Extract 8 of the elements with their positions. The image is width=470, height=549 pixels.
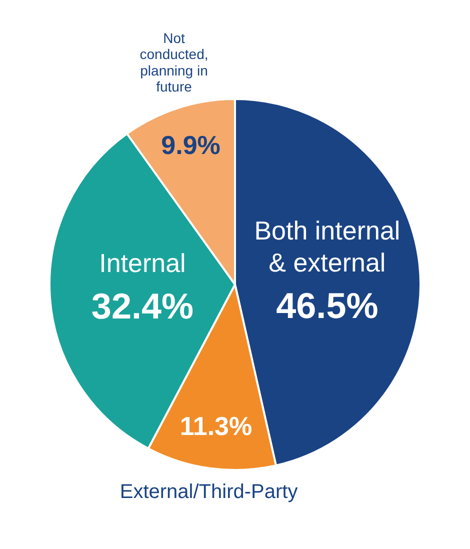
slice-label: Not conducted, planning in future	[140, 30, 208, 94]
slice-label: External/Third-Party	[120, 480, 298, 503]
data-label: 46.5%	[276, 285, 378, 326]
data-label: 9.9%	[161, 130, 220, 160]
slice-label: Internal	[99, 248, 186, 278]
slice-label: Both internal & external	[254, 215, 400, 278]
data-label: 11.3%	[180, 411, 252, 442]
data-label: 32.4%	[91, 286, 194, 327]
